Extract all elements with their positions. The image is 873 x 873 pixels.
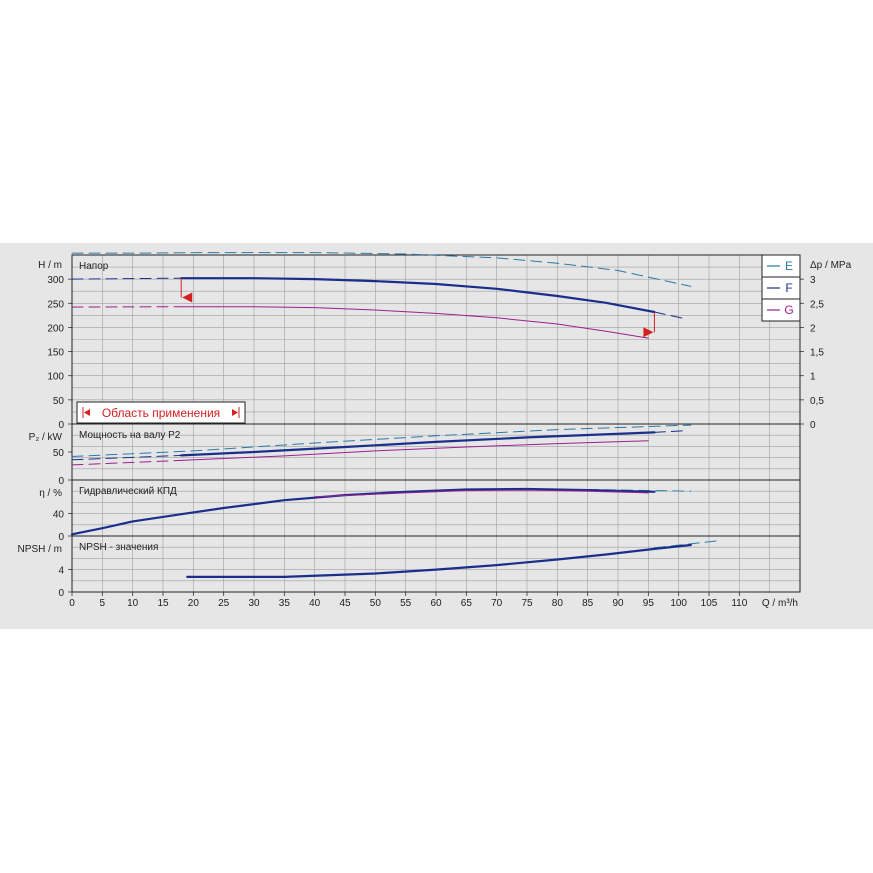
range-arrow-right [232, 409, 238, 416]
xtick-label: 100 [670, 598, 687, 609]
range-label-text: Область применения [102, 406, 220, 420]
head-ytick-label: 250 [47, 299, 64, 310]
xtick-label: 45 [339, 598, 351, 609]
efficiency-series-F-solid [70, 487, 656, 536]
head-ylabel: H / m [38, 260, 62, 271]
legend-item-label: G [784, 303, 793, 317]
xtick-label: 30 [248, 598, 260, 609]
head-series-E-dashed [71, 252, 692, 287]
xtick-label: 25 [218, 598, 230, 609]
right-ytick-label: 1 [810, 372, 816, 383]
xtick-label: 60 [430, 598, 442, 609]
power-series-G-dashed [71, 459, 182, 466]
right-ytick-label: 0 [810, 420, 816, 431]
npsh-ytick-label: 0 [58, 588, 64, 599]
power-ylabel: P₂ / kW [29, 432, 63, 443]
head-series-G-solid [180, 306, 649, 339]
head-panel-title: Напор [79, 261, 109, 272]
npsh-series-E-dashed [653, 540, 722, 549]
npsh-series-F-solid [186, 543, 692, 578]
xtick-label: 65 [461, 598, 473, 609]
right-ytick-label: 0,5 [810, 396, 824, 407]
efficiency-ylabel: η / % [39, 488, 62, 499]
power-series-F-solid [180, 431, 656, 457]
npsh-panel-title: NPSH - значения [79, 542, 158, 553]
range-marker-arrow [643, 327, 654, 338]
xlabel: Q / m³/h [762, 598, 798, 609]
xtick-label: 95 [643, 598, 655, 609]
efficiency-ytick-label: 40 [53, 510, 65, 521]
right-ylabel: Δp / MPa [810, 260, 852, 271]
right-ytick-label: 1,5 [810, 348, 824, 359]
range-marker-arrow [182, 292, 193, 303]
npsh-ytick-label: 4 [58, 566, 64, 577]
xtick-label: 35 [279, 598, 291, 609]
xtick-label: 40 [309, 598, 321, 609]
xtick-label: 0 [69, 598, 75, 609]
xtick-label: 110 [731, 598, 747, 609]
head-ytick-label: 200 [47, 323, 64, 334]
head-ytick-label: 50 [53, 396, 65, 407]
efficiency-panel-title: Гидравлический КПД [79, 486, 177, 497]
head-ytick-label: 0 [58, 420, 64, 431]
right-ytick-label: 2 [810, 323, 816, 334]
power-panel-title: Мощность на валу P2 [79, 430, 181, 441]
xtick-label: 70 [491, 598, 503, 609]
right-ytick-label: 2,5 [810, 299, 824, 310]
xtick-label: 90 [612, 598, 624, 609]
xtick-label: 10 [127, 598, 139, 609]
range-label-box [76, 401, 246, 424]
legend-item-box [761, 298, 801, 322]
head-ytick-label: 150 [47, 348, 64, 359]
pump-curve-chart: 0 50 100 150 200 250 300 H / m Напор 0 50 P₂ / kW Мо… [0, 243, 873, 629]
xtick-label: 5 [100, 598, 106, 609]
head-ytick-label: 300 [47, 275, 64, 286]
xtick-label: 80 [552, 598, 564, 609]
efficiency-ytick-label: 0 [58, 532, 64, 543]
npsh-ylabel: NPSH / m [18, 544, 62, 555]
xtick-label: 105 [701, 598, 718, 609]
head-series-F-dashed [653, 311, 686, 320]
efficiency-series-G-solid [314, 489, 649, 498]
xtick-label: 15 [157, 598, 169, 609]
power-series-F-dashed [653, 430, 686, 433]
range-arrow-left [84, 409, 90, 416]
legend-item-label: E [785, 259, 793, 273]
power-ytick-label: 50 [53, 448, 65, 459]
power-series-G-solid [180, 440, 649, 461]
power-ytick-label: 0 [58, 476, 64, 487]
legend-item-label: F [785, 281, 792, 295]
xtick-label: 85 [582, 598, 594, 609]
head-series-F-dashed [71, 277, 182, 280]
xtick-label: 75 [521, 598, 533, 609]
head-ytick-label: 100 [47, 372, 64, 383]
head-series-F-solid [180, 277, 656, 314]
right-ytick-label: 3 [810, 275, 816, 286]
xtick-label: 55 [400, 598, 412, 609]
xtick-label: 20 [188, 598, 200, 609]
power-series-F-dashed [71, 454, 182, 461]
xtick-label: 50 [370, 598, 382, 609]
